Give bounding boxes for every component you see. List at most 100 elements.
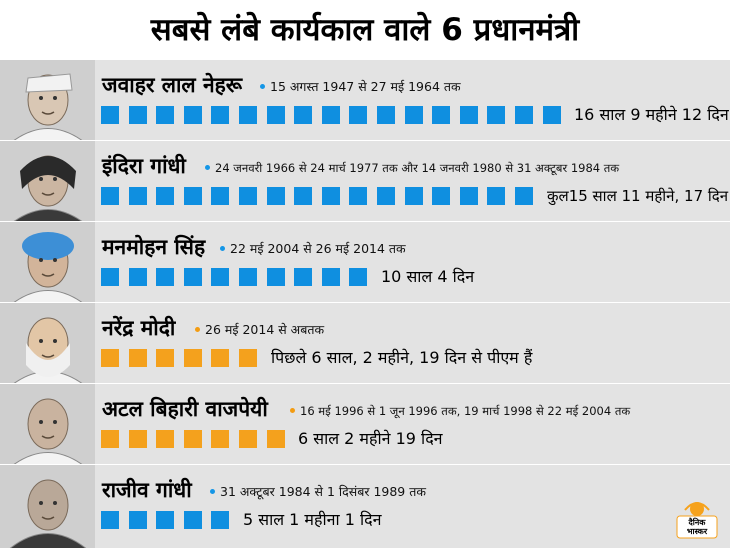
pm-name: इंदिरा गांधी (102, 154, 186, 178)
year-square (322, 106, 340, 124)
year-square (156, 187, 174, 205)
logo-line-2: भास्कर (686, 527, 708, 536)
year-square (377, 187, 395, 205)
year-square (432, 106, 450, 124)
logo-line-1: दैनिक (688, 518, 706, 527)
pm-name: नरेंद्र मोदी (102, 316, 176, 340)
pm-row: नरेंद्र मोदी 26 मई 2014 से अबतक पिछले 6 सा… (0, 303, 730, 383)
year-square (184, 268, 202, 286)
tenure-total-label: 5 साल 1 महीना 1 दिन (243, 510, 382, 529)
year-square (515, 187, 533, 205)
year-square (156, 106, 174, 124)
year-square (239, 268, 257, 286)
year-square (267, 268, 285, 286)
year-square (156, 430, 174, 448)
year-square (211, 268, 229, 286)
year-square (349, 268, 367, 286)
year-square (156, 511, 174, 529)
year-square (129, 268, 147, 286)
year-square (211, 511, 229, 529)
year-square (515, 106, 533, 124)
pm-portrait (0, 222, 95, 302)
tenure-dates: 26 मई 2014 से अबतक (205, 322, 325, 337)
logo-sun-icon (676, 502, 718, 539)
year-square (239, 349, 257, 367)
pm-portrait (0, 303, 95, 383)
year-square (184, 430, 202, 448)
pm-row: अटल बिहारी वाजपेयी 16 मई 1996 से 1 जून 19… (0, 384, 730, 464)
chart-title: सबसे लंबे कार्यकाल वाले 6 प्रधानमंत्री (150, 12, 580, 48)
tenure-dates: 31 अक्टूबर 1984 से 1 दिसंबर 1989 तक (220, 484, 426, 499)
pm-name: अटल बिहारी वाजपेयी (102, 397, 268, 421)
year-square (267, 106, 285, 124)
pm-row: जवाहर लाल नेहरू 15 अगस्त 1947 से 27 मई 19… (0, 60, 730, 140)
year-square (184, 187, 202, 205)
year-square (432, 187, 450, 205)
year-square (294, 187, 312, 205)
year-square (543, 106, 561, 124)
tenure-dates: 16 मई 1996 से 1 जून 1996 तक, 19 मार्च 19… (300, 404, 631, 418)
year-square (129, 187, 147, 205)
year-square (487, 106, 505, 124)
pm-name: जवाहर लाल नेहरू (102, 73, 243, 97)
year-square (487, 187, 505, 205)
bullet-dot (195, 327, 200, 332)
year-square (322, 268, 340, 286)
pm-row: इंदिरा गांधी 24 जनवरी 1966 से 24 मार्च 19… (0, 141, 730, 221)
pm-name: राजीव गांधी (102, 478, 192, 502)
year-square (211, 349, 229, 367)
year-square (460, 106, 478, 124)
bullet-dot (205, 165, 210, 170)
year-square (294, 106, 312, 124)
tenure-total-label: पिछले 6 साल, 2 महीने, 19 दिन से पीएम हैं (271, 348, 533, 367)
pm-row: राजीव गांधी 31 अक्टूबर 1984 से 1 दिसंबर 1… (0, 465, 730, 548)
year-square (294, 268, 312, 286)
header: सबसे लंबे कार्यकाल वाले 6 प्रधानमंत्री (0, 0, 730, 60)
pm-name: मनमोहन सिंह (102, 235, 206, 259)
year-square (101, 430, 119, 448)
year-square (101, 268, 119, 286)
year-square (129, 106, 147, 124)
year-square (129, 349, 147, 367)
year-square (129, 430, 147, 448)
year-square (267, 187, 285, 205)
tenure-total-label: कुल15 साल 11 महीने, 17 दिन (547, 187, 729, 205)
year-square (101, 106, 119, 124)
year-square (211, 106, 229, 124)
year-square (322, 187, 340, 205)
bullet-dot (260, 84, 265, 89)
year-square (349, 187, 367, 205)
tenure-dates: 22 मई 2004 से 26 मई 2014 तक (230, 241, 406, 256)
year-square (267, 430, 285, 448)
year-square (156, 349, 174, 367)
bullet-dot (220, 246, 225, 251)
year-square (377, 106, 395, 124)
pm-portrait (0, 141, 95, 221)
year-square (184, 106, 202, 124)
tenure-total-label: 10 साल 4 दिन (381, 267, 475, 286)
pm-portrait (0, 384, 95, 464)
pm-portrait (0, 465, 95, 548)
year-square (101, 349, 119, 367)
year-square (239, 106, 257, 124)
year-square (349, 106, 367, 124)
year-square (156, 268, 174, 286)
year-square (211, 187, 229, 205)
bullet-dot (290, 408, 295, 413)
year-square (184, 349, 202, 367)
year-square (405, 106, 423, 124)
tenure-total-label: 16 साल 9 महीने 12 दिन (574, 105, 729, 124)
tenure-total-label: 6 साल 2 महीने 19 दिन (298, 429, 443, 448)
pm-portrait (0, 60, 95, 140)
year-square (405, 187, 423, 205)
year-square (101, 187, 119, 205)
year-square (239, 430, 257, 448)
year-square (239, 187, 257, 205)
pm-row: मनमोहन सिंह 22 मई 2004 से 26 मई 2014 तक 10… (0, 222, 730, 302)
tenure-dates: 24 जनवरी 1966 से 24 मार्च 1977 तक और 14 … (215, 161, 620, 175)
tenure-dates: 15 अगस्त 1947 से 27 मई 1964 तक (270, 79, 461, 94)
year-square (184, 511, 202, 529)
year-square (101, 511, 119, 529)
bullet-dot (210, 489, 215, 494)
year-square (460, 187, 478, 205)
